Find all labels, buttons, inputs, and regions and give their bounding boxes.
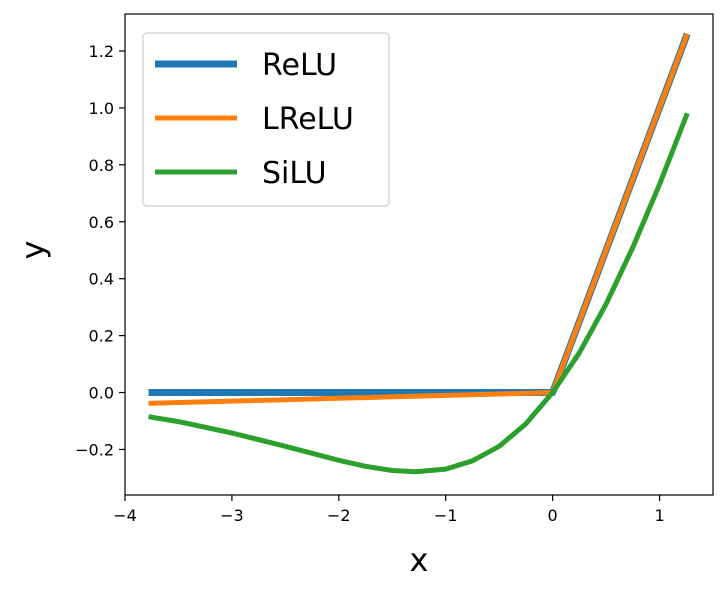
- y-tick-label: 0.2: [89, 327, 114, 346]
- x-tick-label: −1: [434, 506, 458, 525]
- x-tick-label: 1: [654, 506, 664, 525]
- y-tick-label: 0.6: [89, 213, 114, 232]
- x-tick-label: −3: [220, 506, 244, 525]
- x-axis-ticks: −4 −3 −2 −1 0 1: [113, 495, 665, 525]
- plot-frame: [124, 13, 714, 496]
- y-axis-ticks: −0.2 0.0 0.2 0.4 0.6 0.8 1.0 1.2: [75, 42, 125, 459]
- x-axis-label: x: [410, 541, 429, 579]
- x-tick-label: 0: [548, 506, 558, 525]
- x-tick-label: −4: [113, 506, 137, 525]
- legend-label-relu: ReLU: [262, 48, 337, 83]
- y-tick-label: 1.2: [89, 42, 114, 61]
- legend-label-silu: SiLU: [262, 156, 327, 191]
- y-tick-label: 0.4: [89, 270, 114, 289]
- series-lines: [148, 32, 691, 475]
- y-tick-label: 1.0: [89, 99, 114, 118]
- legend: ReLU LReLU SiLU: [142, 32, 390, 207]
- y-tick-label: 0.0: [89, 384, 114, 403]
- x-tick-label: −2: [327, 506, 351, 525]
- y-tick-label: 0.8: [89, 156, 114, 175]
- series-line-lrelu: [148, 33, 690, 406]
- legend-label-lrelu: LReLU: [262, 102, 354, 137]
- y-axis-label: y: [14, 241, 52, 260]
- legend-box: [142, 32, 390, 207]
- series-line-silu: [148, 112, 690, 475]
- y-tick-label: −0.2: [75, 440, 114, 459]
